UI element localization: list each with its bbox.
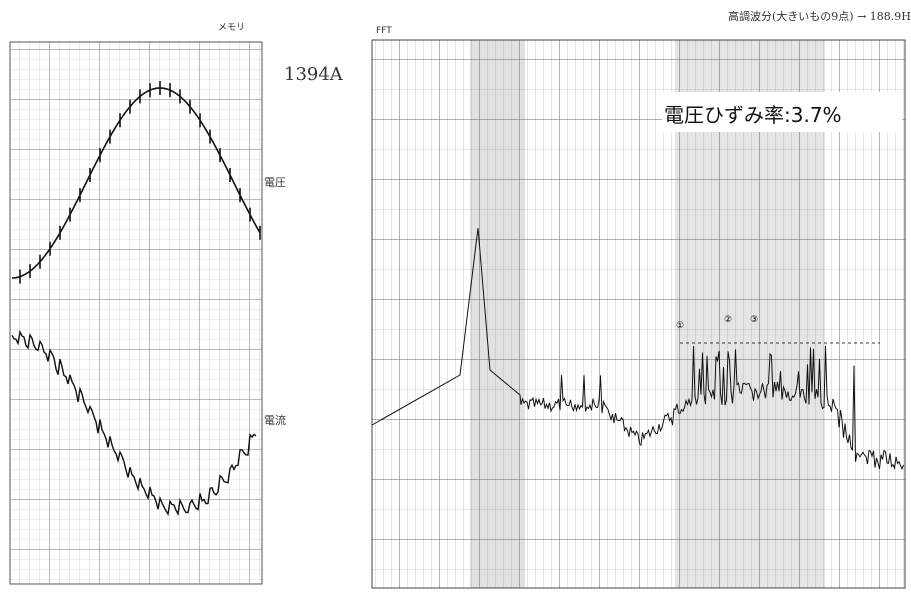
trace-label: 電圧 [264,176,286,189]
left-panel: メモリ 1394A 電圧 電流 [10,23,344,584]
grid-major [10,42,262,584]
marker: ③ [750,315,758,325]
title: 電圧ひずみ率:3.7% [664,103,842,127]
marker: ② [724,315,732,325]
marker: ① [676,321,684,331]
right-panel: FFT 高調波分(大きいもの9点) → 188.9Hz 電圧ひずみ率:3.7% … [372,9,911,588]
scan: メモリ 1394A 電圧 電流 FFT 高調波分(大きいもの9点) → 188.… [0,0,911,598]
right-header: FFT [376,26,392,36]
trace-label: 電流 [264,413,286,427]
left-header: メモリ [218,23,245,33]
note: 高調波分(大きいもの9点) → 188.9Hz [728,9,911,23]
annotation: 1394A [284,64,344,85]
